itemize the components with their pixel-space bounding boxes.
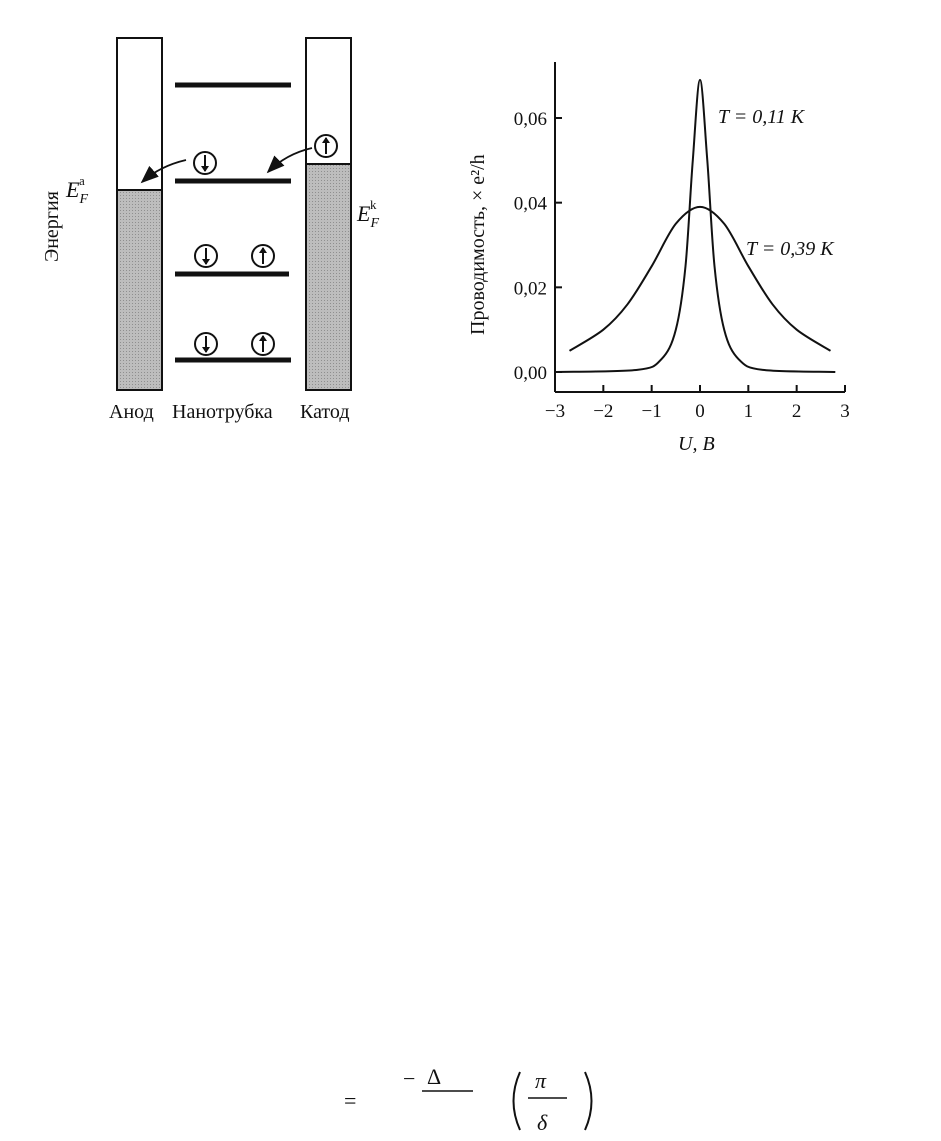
y-tick-label: 0,06 <box>514 109 547 130</box>
formula-left-paren <box>512 1071 521 1131</box>
formula-minus: − <box>403 1066 415 1091</box>
electron-spin-down-icon <box>194 244 218 268</box>
x-tick-label: 2 <box>792 401 802 422</box>
series-line-t011 <box>554 78 836 373</box>
energy-axis-label: Энергия <box>41 191 63 262</box>
formula-small-delta: δ <box>537 1110 548 1135</box>
anode-label: Анод <box>109 401 154 423</box>
y-tick-label: 0,04 <box>514 194 548 215</box>
figure: Энергия EFa EFk Анод Нанотрубка Катод 0,… <box>41 37 850 455</box>
y-tick-label: 0,00 <box>514 363 547 384</box>
series-label-t039: T = 0,39 K <box>746 238 835 260</box>
cathode-label: Катод <box>300 401 350 423</box>
electron-spin-up-icon <box>314 134 338 158</box>
x-tick-label: −2 <box>593 401 613 422</box>
electron-spin-up-icon <box>251 332 275 356</box>
formula-equals: = <box>344 1088 356 1113</box>
x-tick-label: −1 <box>642 401 662 422</box>
formula: = − Δ π δ <box>344 1064 593 1135</box>
series-label-t011: T = 0,11 K <box>718 106 806 128</box>
x-tick-label: −3 <box>545 401 565 422</box>
energy-diagram: Энергия EFa EFk Анод Нанотрубка Катод <box>41 37 379 423</box>
formula-delta: Δ <box>427 1064 441 1089</box>
formula-pi: π <box>535 1068 547 1093</box>
electron-spin-down-icon <box>193 151 217 175</box>
electron-spin-down-icon <box>194 332 218 356</box>
x-tick-label: 3 <box>840 401 850 422</box>
conductance-chart: 0,00 0,02 0,04 0,06 −3 −2 −1 0 1 2 3 Проводимость… <box>467 62 850 455</box>
anode-filled-band <box>118 190 161 389</box>
y-axis-label: Проводимость, × e²/h <box>467 154 489 335</box>
electron-spin-up-icon <box>251 244 275 268</box>
x-axis-label: U, В <box>678 433 715 455</box>
cathode-filled-band <box>307 164 350 389</box>
x-tick-label: 1 <box>744 401 754 422</box>
fermi-level-anode-label: EFa <box>65 173 88 207</box>
series-line-t039 <box>568 205 832 352</box>
nanotube-label: Нанотрубка <box>172 401 273 423</box>
x-tick-label: 0 <box>695 401 705 422</box>
formula-right-paren <box>584 1071 593 1131</box>
fermi-level-cathode-label: EFk <box>356 197 379 231</box>
y-tick-label: 0,02 <box>514 278 547 299</box>
tunnel-arrow-icon <box>266 147 313 174</box>
tunnel-arrow-icon <box>140 159 187 184</box>
